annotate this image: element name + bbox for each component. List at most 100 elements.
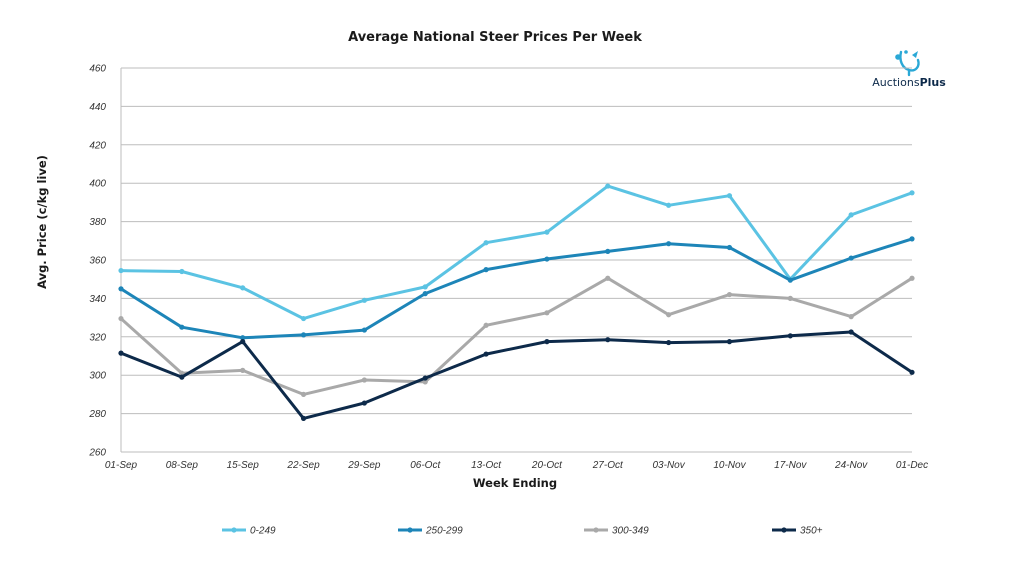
data-point (605, 248, 611, 254)
series-line (119, 184, 914, 321)
data-point (118, 350, 124, 356)
x-tick-label: 20-Oct (531, 460, 563, 471)
data-point (909, 275, 915, 281)
data-point (605, 275, 611, 281)
data-point (300, 315, 307, 322)
data-point (361, 400, 367, 406)
data-point (422, 375, 428, 381)
x-tick-label: 13-Oct (471, 460, 502, 471)
series-line (119, 276, 914, 396)
y-tick-label: 440 (89, 102, 106, 113)
data-point (361, 377, 367, 383)
data-point (483, 267, 489, 273)
legend-item: 0-249 (222, 526, 276, 537)
data-point (544, 339, 550, 345)
data-point (483, 322, 489, 328)
data-point (483, 351, 489, 357)
legend-item: 350+ (772, 526, 823, 537)
legend-marker (407, 527, 413, 533)
series-line (119, 237, 914, 340)
data-point (848, 314, 854, 320)
data-point (240, 335, 246, 341)
legend-label: 350+ (800, 526, 823, 537)
data-point (909, 369, 915, 375)
x-tick-label: 29-Sep (347, 460, 381, 471)
data-point (787, 295, 793, 301)
series-350+ (118, 329, 915, 421)
x-tick-label: 24-Nov (834, 460, 868, 471)
series-0-249 (118, 183, 915, 322)
x-tick-label: 01-Dec (896, 460, 928, 471)
logo-wordmark: AuctionsPlus (872, 76, 946, 89)
legend-marker (781, 527, 787, 533)
chart-title: Average National Steer Prices Per Week (348, 30, 642, 45)
x-tick-label: 10-Nov (713, 460, 746, 471)
y-axis-label: Avg. Price (c/kg live) (35, 155, 49, 289)
series-line (119, 330, 914, 420)
data-point (666, 312, 672, 318)
data-point (300, 415, 307, 421)
data-point (179, 324, 185, 330)
data-point (179, 374, 185, 380)
y-tick-label: 300 (89, 371, 106, 382)
data-point (909, 190, 915, 196)
data-point (605, 183, 611, 189)
data-point (422, 284, 428, 290)
y-tick-label: 340 (89, 294, 106, 305)
data-point (240, 285, 246, 291)
logo-mark-icon (895, 50, 920, 77)
legend-marker (593, 527, 599, 533)
series-250-299 (118, 236, 915, 341)
data-point (300, 332, 307, 338)
data-point (118, 267, 124, 274)
series-300-349 (118, 275, 915, 397)
data-point (483, 240, 489, 246)
y-tick-label: 260 (88, 448, 106, 459)
data-point (848, 212, 854, 218)
data-point (179, 268, 185, 275)
data-point (666, 339, 672, 346)
data-point (422, 291, 428, 297)
x-axis-label: Week Ending (473, 476, 557, 490)
data-point (118, 315, 124, 322)
data-point (848, 255, 854, 261)
data-point (544, 310, 550, 316)
x-tick-label: 08-Sep (166, 460, 199, 471)
x-tick-label: 01-Sep (105, 460, 138, 471)
y-tick-label: 320 (89, 332, 106, 343)
data-point (726, 193, 733, 199)
auctionsplus-logo: AuctionsPlus (872, 50, 946, 89)
data-point (300, 391, 307, 397)
legend-item: 250-299 (398, 526, 463, 537)
data-point (726, 291, 733, 298)
x-tick-label: 17-Nov (774, 460, 807, 471)
x-tick-label: 27-Oct (592, 460, 624, 471)
data-point (848, 329, 854, 335)
data-point (666, 241, 672, 247)
data-point (787, 333, 793, 339)
data-point (787, 277, 793, 283)
legend-item: 300-349 (584, 526, 649, 537)
y-tick-label: 420 (89, 140, 106, 151)
legend-label: 0-249 (250, 526, 276, 537)
data-point (361, 297, 367, 303)
y-tick-label: 360 (89, 256, 106, 267)
legend-label: 250-299 (425, 526, 463, 537)
data-point (666, 202, 672, 208)
data-point (361, 327, 367, 333)
x-tick-label: 22-Sep (286, 460, 320, 471)
x-tick-label: 15-Sep (227, 460, 260, 471)
legend-label: 300-349 (612, 526, 649, 537)
data-point (726, 244, 733, 251)
data-point (726, 339, 733, 345)
data-point (422, 379, 428, 385)
y-tick-label: 380 (89, 217, 106, 228)
legend-marker (231, 527, 237, 533)
data-point (118, 286, 124, 292)
data-point (240, 367, 246, 373)
data-point (240, 339, 246, 345)
y-tick-label: 400 (89, 179, 106, 190)
y-tick-label: 280 (88, 409, 106, 420)
x-tick-label: 06-Oct (410, 460, 441, 471)
